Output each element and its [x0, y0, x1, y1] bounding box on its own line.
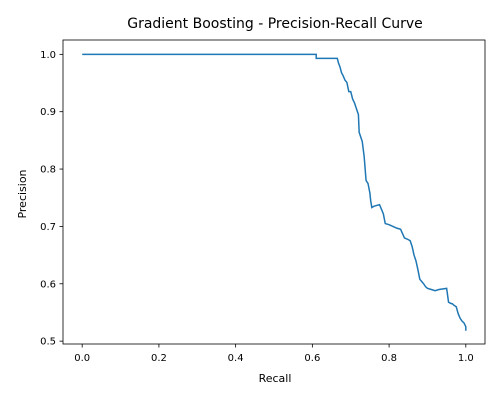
y-tick-label: 1.0	[40, 50, 56, 61]
chart-title: Gradient Boosting - Precision-Recall Cur…	[127, 16, 423, 32]
axes-frame	[62, 39, 486, 345]
y-tick-label: 0.6	[40, 279, 56, 290]
x-tick-label: 0.4	[228, 353, 244, 364]
x-tick-label: 1.0	[458, 353, 474, 364]
x-tick-label: 0.6	[304, 353, 320, 364]
x-tick-label: 0.0	[74, 353, 90, 364]
y-tick-label: 0.7	[40, 222, 56, 233]
y-tick-label: 0.8	[40, 165, 56, 176]
x-axis-label: Recall	[259, 372, 292, 385]
x-tick-label: 0.8	[381, 353, 397, 364]
axes: 0.0 0.2 0.4 0.6 0.8 1.0 0.5 0.6 0.7 0.8 0.9 1.0	[40, 39, 486, 364]
pr-curve-line	[82, 53, 467, 331]
x-tick-label: 0.2	[151, 353, 167, 364]
y-tick-label: 0.9	[40, 107, 56, 118]
plot-area	[82, 53, 467, 331]
y-axis-label: Precision	[16, 169, 29, 218]
y-tick-label: 0.5	[40, 337, 56, 348]
